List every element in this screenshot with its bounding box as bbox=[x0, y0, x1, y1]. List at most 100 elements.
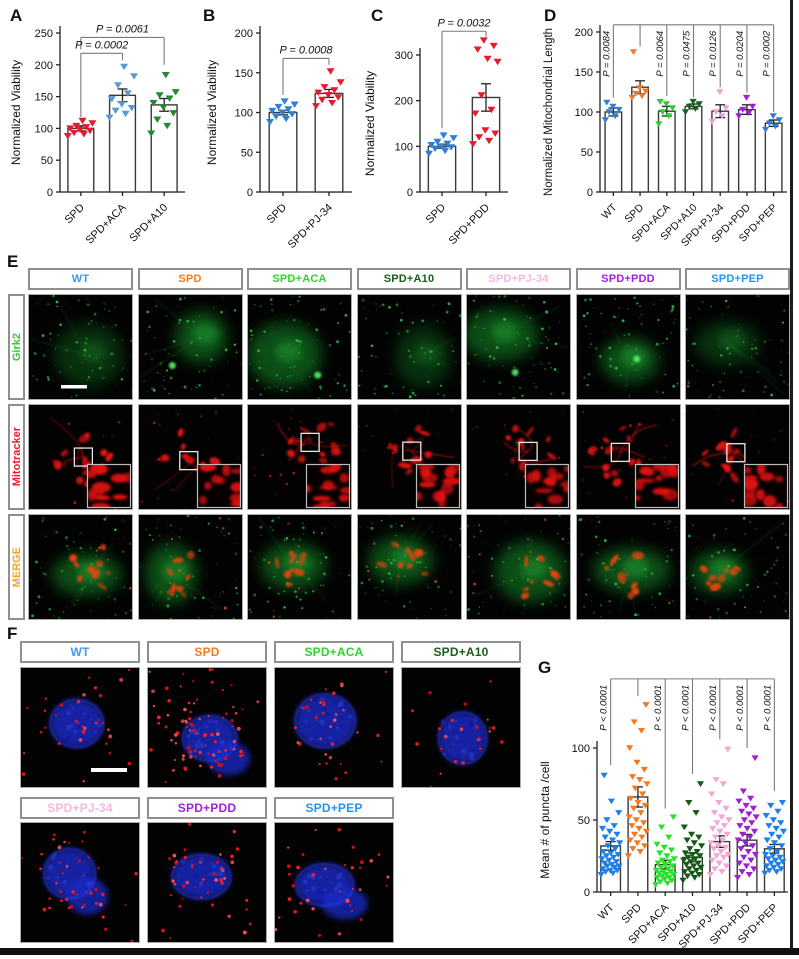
f-col-header-label: WT bbox=[70, 645, 90, 659]
e-img-mitotracker-spd+aca bbox=[247, 404, 352, 510]
significance-brackets bbox=[612, 24, 775, 112]
e-row-label-text: MERGE bbox=[10, 546, 23, 588]
data-points bbox=[266, 68, 345, 126]
f-img-spd+pj-34 bbox=[20, 822, 140, 943]
svg-text:150: 150 bbox=[35, 92, 53, 104]
f-col-header-label: SPD+PEP bbox=[305, 801, 363, 815]
data-points bbox=[63, 63, 180, 140]
svg-text:WT: WT bbox=[596, 901, 617, 922]
e-img-girk2-spd+pep bbox=[685, 294, 790, 400]
f-col-header-label: SPD+ACA bbox=[304, 645, 364, 659]
e-col-header-label: SPD+PDD bbox=[601, 273, 655, 285]
svg-text:150: 150 bbox=[235, 68, 253, 80]
svg-text:SPD+PJ-34: SPD+PJ-34 bbox=[286, 202, 335, 251]
e-img-mitotracker-spd+a10 bbox=[356, 404, 462, 510]
e-col-header-label: SPD+A10 bbox=[383, 273, 435, 285]
f-col-header-wt: WT bbox=[20, 641, 140, 663]
svg-text:50: 50 bbox=[41, 155, 53, 167]
svg-text:100: 100 bbox=[572, 743, 590, 755]
svg-text:50: 50 bbox=[241, 147, 253, 159]
svg-text:P = 0.0002: P = 0.0002 bbox=[75, 39, 128, 51]
svg-text:100: 100 bbox=[395, 141, 413, 153]
e-img-merge-spd+pep bbox=[685, 514, 790, 620]
svg-text:Normalized Mitochondrial Lengt: Normalized Mitochondrial Length bbox=[543, 28, 555, 196]
e-img-girk2-spd+pj-34 bbox=[466, 294, 571, 400]
svg-text:150: 150 bbox=[575, 67, 593, 79]
f-col-header-label: SPD+PJ-34 bbox=[47, 801, 113, 815]
svg-text:0: 0 bbox=[587, 187, 593, 199]
e-col-header-spd: SPD bbox=[137, 268, 243, 290]
svg-text:P < 0.0001: P < 0.0001 bbox=[762, 685, 773, 731]
e-col-header-label: SPD+PEP bbox=[711, 273, 764, 285]
f-col-header-spd+a10: SPD+A10 bbox=[401, 641, 521, 663]
f-col-header-spd+pdd: SPD+PDD bbox=[147, 797, 267, 819]
e-col-header-wt: WT bbox=[28, 268, 133, 290]
svg-text:SPD+ACA: SPD+ACA bbox=[84, 201, 129, 246]
svg-text:P = 0.0032: P = 0.0032 bbox=[437, 17, 490, 29]
data-points bbox=[425, 37, 502, 157]
e-row-label-text: Girk2 bbox=[10, 332, 23, 362]
f-col-header-spd+pep: SPD+PEP bbox=[274, 797, 394, 819]
e-col-header-label: SPD+PJ-34 bbox=[488, 273, 549, 285]
svg-text:P = 0.0204: P = 0.0204 bbox=[735, 31, 746, 77]
figure-right-border bbox=[790, 0, 793, 955]
svg-text:SPD: SPD bbox=[265, 202, 290, 227]
bars bbox=[604, 86, 783, 193]
e-img-merge-spd+a10 bbox=[356, 514, 462, 620]
svg-text:P = 0.0475: P = 0.0475 bbox=[682, 30, 693, 77]
e-img-merge-spd bbox=[137, 514, 243, 620]
svg-text:200: 200 bbox=[395, 96, 413, 108]
e-img-mitotracker-spd+pep bbox=[685, 404, 790, 510]
f-col-header-label: SPD+A10 bbox=[433, 645, 489, 659]
e-img-girk2-spd bbox=[137, 294, 243, 400]
e-img-merge-spd+aca bbox=[247, 514, 352, 620]
bars bbox=[268, 92, 344, 193]
panel-label-a: A bbox=[10, 6, 23, 25]
data-points bbox=[597, 702, 788, 888]
panel-a-chart: 0 50 100 150 200 250 Normalized Viability SPD SP… bbox=[4, 4, 196, 261]
e-row-label-text: Mitotracker bbox=[10, 427, 23, 487]
significance-brackets bbox=[441, 30, 487, 129]
svg-text:Normalized Viability: Normalized Viability bbox=[363, 71, 377, 176]
e-img-merge-spd+pj-34 bbox=[466, 514, 571, 620]
e-img-mitotracker-spd+pdd bbox=[575, 404, 681, 510]
panel-c-chart: 0 100 200 300 Normalized Viability SPD SPD+PDD… bbox=[350, 4, 514, 261]
svg-text:SPD+PDD: SPD+PDD bbox=[447, 202, 492, 247]
svg-text:Mean # of puncta /cell: Mean # of puncta /cell bbox=[538, 761, 552, 878]
svg-text:P < 0.0001: P < 0.0001 bbox=[653, 685, 664, 731]
e-img-merge-wt bbox=[28, 514, 133, 620]
f-img-spd+pdd bbox=[147, 822, 267, 943]
panel-label-e: E bbox=[7, 252, 19, 271]
significance-brackets bbox=[80, 36, 165, 117]
e-img-girk2-spd+pdd bbox=[575, 294, 681, 400]
svg-text:SPD: SPD bbox=[424, 202, 449, 227]
bars bbox=[67, 94, 178, 193]
svg-text:P = 0.0002: P = 0.0002 bbox=[762, 30, 773, 77]
svg-text:100: 100 bbox=[235, 108, 253, 120]
svg-text:300: 300 bbox=[395, 50, 413, 62]
e-col-header-spd+aca: SPD+ACA bbox=[247, 268, 352, 290]
significance-brackets bbox=[610, 678, 775, 809]
svg-text:Normalized Viability: Normalized Viability bbox=[9, 60, 23, 165]
f-img-spd+aca bbox=[274, 667, 394, 788]
significance-brackets bbox=[282, 57, 330, 96]
svg-text:P < 0.0001: P < 0.0001 bbox=[735, 685, 746, 731]
svg-text:100: 100 bbox=[35, 123, 53, 135]
e-col-header-spd+a10: SPD+A10 bbox=[356, 268, 462, 290]
e-img-mitotracker-wt bbox=[28, 404, 133, 510]
e-col-header-label: SPD+ACA bbox=[272, 273, 327, 285]
svg-text:200: 200 bbox=[575, 27, 593, 39]
e-row-label-girk2: Girk2 bbox=[8, 294, 25, 400]
panel-d-chart: 0 50 100 150 200 Normalized Mitochondrial Len… bbox=[540, 4, 798, 263]
f-img-spd bbox=[147, 667, 267, 788]
bars bbox=[600, 796, 785, 893]
svg-text:SPD+A10: SPD+A10 bbox=[127, 202, 170, 245]
e-col-header-label: WT bbox=[71, 273, 90, 285]
svg-text:P = 0.0064: P = 0.0064 bbox=[655, 31, 666, 77]
panel-b-chart: 0 50 100 150 200 Normalized Viability SPD SPD+P… bbox=[196, 4, 358, 261]
svg-text:P < 0.0001: P < 0.0001 bbox=[708, 685, 719, 731]
f-col-header-label: SPD bbox=[194, 645, 220, 659]
panel-label-b: B bbox=[203, 6, 216, 25]
panel-label-d: D bbox=[544, 6, 557, 25]
